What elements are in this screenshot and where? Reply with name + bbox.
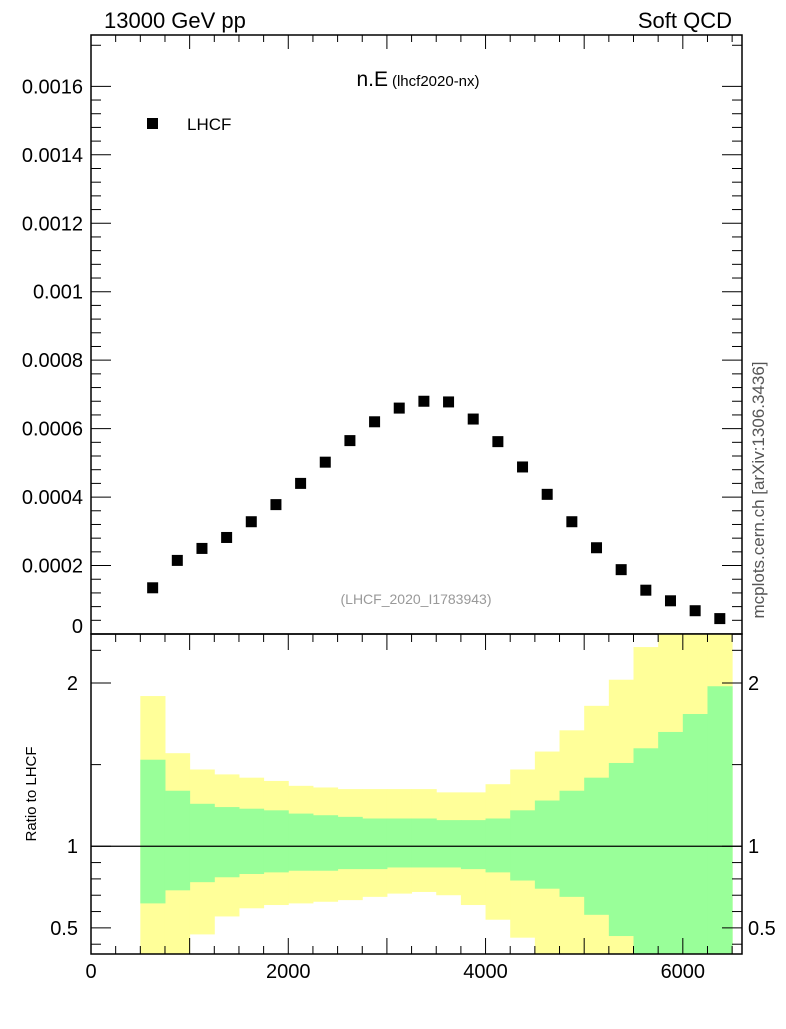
stat-band-bin [140, 759, 166, 904]
data-point [517, 461, 529, 473]
data-point [393, 402, 405, 414]
data-point [369, 416, 381, 428]
top-ytick-label: 0.0006 [22, 419, 83, 441]
plot-title-sub: (lhcf2020-nx) [392, 73, 480, 90]
data-point [319, 456, 331, 468]
xtick-label: 6000 [661, 961, 706, 983]
stat-band-bin [707, 686, 733, 954]
ratio-ytick-label: 0.5 [50, 918, 78, 940]
data-point [171, 554, 183, 566]
top-ytick-label: 0.0016 [22, 76, 83, 98]
data-point [245, 516, 257, 528]
plot-title: n.E (lhcf2020-nx) [356, 68, 479, 91]
legend-label: LHCF [187, 115, 231, 134]
data-point [541, 488, 553, 500]
stat-band-bin [633, 748, 659, 954]
plot-title-main: n.E [356, 68, 388, 91]
top-ytick-label: 0 [72, 616, 83, 638]
ratio-ytick-label-right: 0.5 [748, 918, 776, 940]
data-point [147, 582, 159, 594]
xtick-label: 2000 [266, 961, 311, 983]
watermark: (LHCF_2020_I1783943) [341, 591, 492, 607]
ratio-ytick-label-right: 2 [748, 673, 759, 695]
xtick-label: 4000 [463, 961, 508, 983]
data-point [270, 499, 282, 511]
stat-band-bin [189, 803, 215, 883]
ratio-ytick-label: 2 [67, 673, 78, 695]
stat-band-bin [337, 816, 363, 870]
stat-band-bin [510, 810, 536, 881]
data-point [418, 395, 430, 407]
top-ytick-label: 0.001 [33, 282, 83, 304]
stat-band-bin [682, 714, 708, 954]
stat-band-bin [312, 815, 339, 871]
data-point [443, 396, 455, 408]
ratio-plot-panel: 0.5 0.5 1 1 2 2 0 2000 4000 6000 Ratio to LHCF [23, 633, 776, 983]
stat-band-bin [164, 790, 191, 891]
stat-band-bin [214, 807, 240, 878]
ratio-ytick-label: 1 [67, 836, 78, 858]
data-point [344, 435, 356, 447]
stat-band-bin [238, 808, 265, 874]
top-ytick-label: 0.0004 [22, 487, 83, 509]
header-right: Soft QCD [638, 8, 732, 33]
stat-band-bin [608, 762, 634, 937]
top-ytick-label: 0.0012 [22, 213, 83, 235]
data-point [664, 595, 676, 607]
top-ytick-label: 0.0008 [22, 350, 83, 372]
side-label: mcplots.cern.ch [arXiv:1306.3436] [749, 361, 768, 618]
xtick-label: 0 [85, 961, 96, 983]
data-point [689, 605, 701, 617]
top-ytick-label: 0.0014 [22, 145, 83, 167]
main-plot-panel: n.E (lhcf2020-nx) (LHCF_2020_I1783943) LH… [22, 34, 743, 638]
data-point [640, 584, 652, 596]
data-point [196, 542, 208, 554]
data-point [714, 613, 726, 625]
legend-marker [147, 118, 158, 129]
data-point [221, 531, 233, 543]
stat-band-bin [362, 818, 388, 870]
data-point [591, 542, 603, 554]
top-ytick-label: 0.0002 [22, 556, 83, 578]
stat-band-bin [460, 820, 487, 870]
stat-band-bin [386, 818, 413, 868]
data-point [467, 413, 479, 425]
data-point [295, 477, 307, 489]
stat-band-bin [288, 813, 314, 871]
stat-band-bin [436, 820, 462, 868]
ratio-plot-frame [90, 633, 743, 955]
stat-band-bin [559, 790, 585, 897]
ratio-ytick-label-right: 1 [748, 836, 759, 858]
stat-band-bin [658, 731, 684, 954]
ratio-ylabel: Ratio to LHCF [23, 746, 40, 841]
header-left: 13000 GeV pp [104, 8, 246, 33]
stat-band-bin [263, 810, 289, 873]
data-point [566, 516, 578, 528]
stat-band-bin [411, 818, 437, 868]
stat-band-bin [534, 800, 561, 889]
stat-band-bin [485, 818, 511, 873]
data-point [615, 564, 627, 576]
data-point [492, 436, 504, 448]
